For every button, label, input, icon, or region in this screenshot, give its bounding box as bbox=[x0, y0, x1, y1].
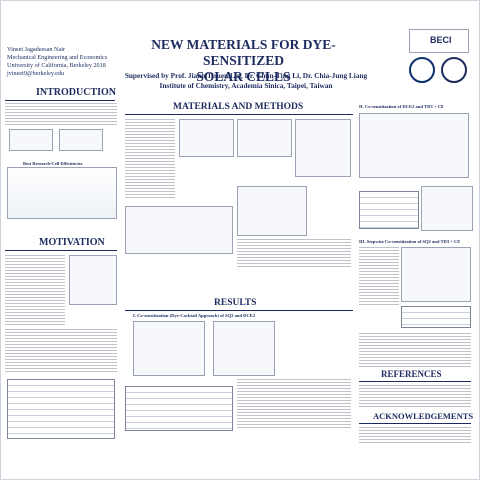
results-subheading-2: II. Co-sensitization of DCE2 and TD3 + C… bbox=[359, 104, 444, 109]
acknowledgements-heading: ACKNOWLEDGEMENTS bbox=[373, 411, 474, 421]
results-table-3 bbox=[401, 306, 471, 328]
co-sensitization-ipce-chart bbox=[213, 321, 275, 376]
materials-text-2 bbox=[237, 239, 351, 267]
results-subheading-3: III. Stepwise Co-sensitization of SQ2 an… bbox=[359, 239, 460, 244]
institute: Institute of Chemistry, Academia Sinica,… bbox=[159, 81, 333, 90]
introduction-rule bbox=[5, 100, 115, 101]
dssc-testing-figure bbox=[237, 119, 292, 157]
best-efficiency-chart bbox=[7, 167, 117, 219]
author-email: jvineet9@berkeley.edu bbox=[7, 70, 65, 77]
motivation-text-2 bbox=[5, 329, 117, 374]
jv-curve-figure bbox=[125, 206, 233, 254]
dce2-td3-jv-chart bbox=[359, 113, 469, 178]
materials-text bbox=[125, 119, 175, 199]
results-text-3 bbox=[359, 247, 399, 307]
author-block: Vineet Jagadeesan Nair Mechanical Engine… bbox=[7, 46, 107, 78]
references-text bbox=[359, 385, 471, 407]
supervisors: Supervised by Prof. Jiann T'suen Lin, Dr… bbox=[124, 71, 368, 80]
stepwise-jv-chart bbox=[401, 247, 471, 302]
motivation-rule bbox=[5, 250, 117, 251]
best-efficiency-chart-title: Best Research-Cell Efficiencies bbox=[23, 161, 83, 166]
results-heading: RESULTS bbox=[214, 298, 257, 308]
ipce-figure bbox=[237, 186, 307, 236]
figure-2 bbox=[59, 129, 103, 151]
results-table-2 bbox=[359, 191, 419, 229]
author-name: Vineet Jagadeesan Nair bbox=[7, 46, 66, 53]
title-line-1: NEW MATERIALS FOR DYE-SENSITIZED bbox=[151, 37, 336, 68]
acknowledgements-rule bbox=[359, 423, 471, 424]
dssc-structure-figure bbox=[69, 255, 117, 305]
molecule-structure-figure bbox=[295, 119, 351, 177]
motivation-table bbox=[7, 379, 115, 439]
author-dept: Mechanical Engineering and Economics bbox=[7, 54, 108, 61]
references-rule bbox=[359, 381, 471, 382]
results-text-4 bbox=[359, 333, 471, 367]
dce2-td3-ipce-chart bbox=[421, 186, 473, 231]
materials-heading: MATERIALS AND METHODS bbox=[173, 102, 304, 112]
materials-rule bbox=[125, 114, 353, 115]
dssc-construction-figure bbox=[179, 119, 234, 157]
author-univ: University of California, Berkeley 2018 bbox=[7, 62, 106, 69]
introduction-text bbox=[5, 103, 117, 127]
beci-logo: BECI bbox=[409, 29, 469, 53]
introduction-heading: INTRODUCTION bbox=[36, 87, 117, 98]
figure-1 bbox=[9, 129, 53, 151]
beci-logo-text: BECI bbox=[430, 35, 452, 45]
berkeley-seal-icon bbox=[409, 57, 435, 83]
title-line-2: SOLAR CELLS bbox=[196, 69, 291, 84]
results-subheading-1: I. Co-sensitization (Dye-Cocktail Approa… bbox=[133, 313, 256, 318]
co-sensitization-jv-chart bbox=[133, 321, 205, 376]
results-table-1 bbox=[125, 386, 233, 431]
acknowledgements-text bbox=[359, 427, 471, 445]
results-text-1 bbox=[237, 379, 351, 429]
references-heading: REFERENCES bbox=[381, 369, 442, 379]
motivation-heading: MOTIVATION bbox=[39, 237, 105, 248]
motivation-text bbox=[5, 255, 65, 325]
academia-sinica-seal-icon bbox=[441, 57, 467, 83]
poster-title: NEW MATERIALS FOR DYE-SENSITIZED SOLAR C… bbox=[151, 37, 336, 85]
results-rule bbox=[125, 310, 353, 311]
